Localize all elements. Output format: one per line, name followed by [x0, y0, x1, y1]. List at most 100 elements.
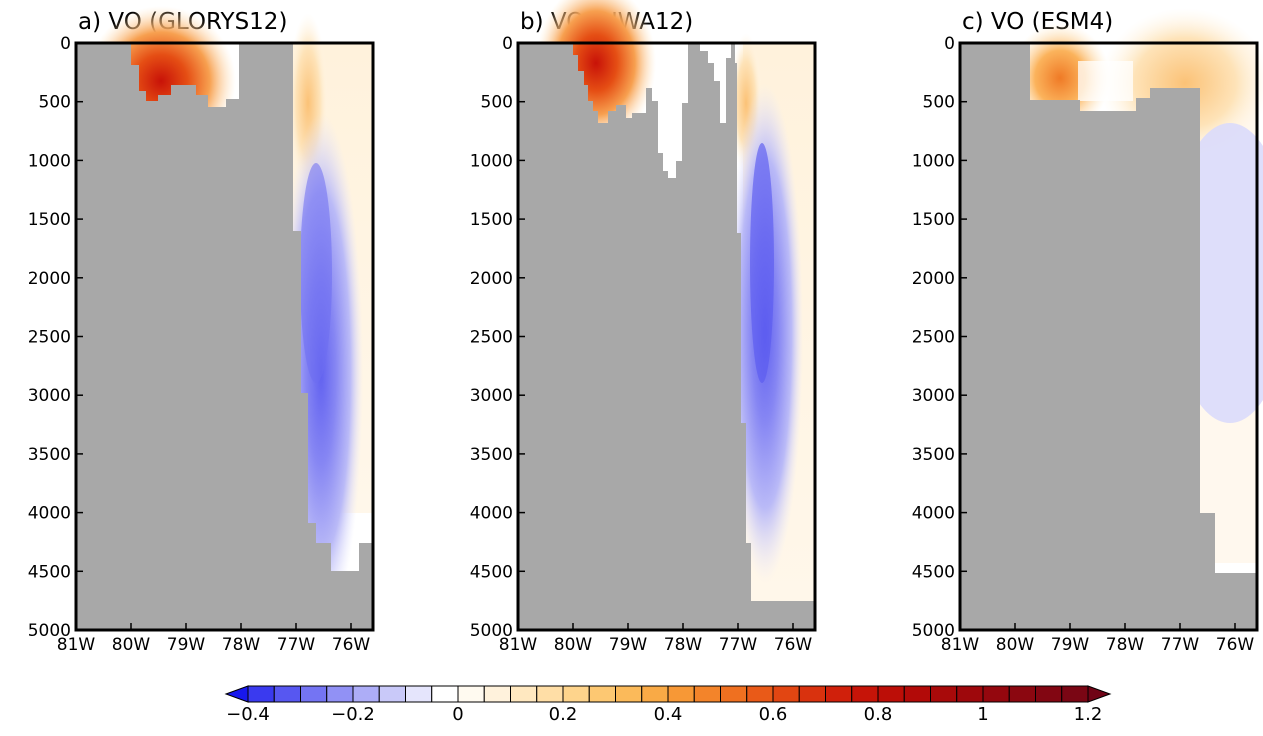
colorbar-swatch: [720, 685, 748, 703]
y-tick-label: 4500: [912, 562, 955, 582]
y-tick-label: 2000: [470, 269, 513, 289]
colorbar-swatch: [300, 685, 328, 703]
colorbar-swatch: [877, 685, 905, 703]
colorbar-swatch: [431, 685, 459, 703]
x-tick-label: 80W: [996, 635, 1035, 655]
colorbar-tick-label: 1: [977, 704, 988, 725]
land-topography: [76, 43, 373, 630]
colorbar-swatch: [536, 685, 564, 703]
y-tick-label: 4500: [28, 562, 71, 582]
y-tick-label: 4500: [470, 562, 513, 582]
southward-core-inner: [300, 163, 332, 383]
land-topography: [518, 43, 815, 630]
colorbar-tick-label: 0.6: [759, 704, 788, 725]
colorbar-swatch: [483, 685, 511, 703]
land-topography: [960, 43, 1257, 630]
panel-b-plot: [516, 0, 817, 632]
colorbar-swatch: [693, 685, 721, 703]
x-tick-label: 77W: [1161, 635, 1200, 655]
y-tick-label: 1000: [912, 151, 955, 171]
colorbar-upper-extension: [1087, 685, 1112, 703]
colorbar-swatch: [562, 685, 590, 703]
y-tick-label: 3000: [912, 386, 955, 406]
colorbar-swatch: [588, 685, 616, 703]
panel-b: b) VO (NWA12): [516, 0, 817, 632]
y-tick-label: 2000: [912, 269, 955, 289]
y-tick-label: 500: [481, 93, 513, 113]
colorbar-swatch: [510, 685, 538, 703]
y-tick-label: 4000: [912, 504, 955, 524]
colorbar-tick-label: 0.8: [864, 704, 893, 725]
colorbar-swatch: [1035, 685, 1063, 703]
x-tick-label: 79W: [609, 635, 648, 655]
colorbar-swatch: [1061, 685, 1089, 703]
y-tick-label: 4000: [470, 504, 513, 524]
colorbar-swatch: [273, 685, 301, 703]
colorbar-swatch: [825, 685, 853, 703]
gap-patch: [1078, 61, 1133, 101]
colorbar-tick-label: −0.4: [226, 704, 270, 725]
colorbar-swatch: [798, 685, 826, 703]
y-tick-label: 3500: [28, 445, 71, 465]
y-tick-label: 1000: [28, 151, 71, 171]
colorbar-lower-extension: [224, 685, 249, 703]
y-tick-label: 1500: [28, 210, 71, 230]
colorbar-swatch: [667, 685, 695, 703]
x-tick-label: 81W: [57, 635, 96, 655]
colorbar-swatch: [641, 685, 669, 703]
southward-core-inner: [750, 143, 774, 383]
y-tick-label: 1500: [912, 210, 955, 230]
x-tick-label: 80W: [112, 635, 151, 655]
y-tick-label: 500: [923, 93, 955, 113]
y-tick-label: 2000: [28, 269, 71, 289]
y-tick-label: 0: [60, 34, 71, 54]
y-tick-label: 2500: [28, 328, 71, 348]
x-tick-label: 80W: [554, 635, 593, 655]
colorbar-swatch: [982, 685, 1010, 703]
colorbar-swatch: [326, 685, 354, 703]
y-tick-label: 5000: [912, 621, 955, 641]
y-tick-label: 1000: [470, 151, 513, 171]
colorbar-swatch: [247, 685, 275, 703]
colorbar-tick-label: 1.2: [1074, 704, 1103, 725]
y-tick-label: 500: [39, 93, 71, 113]
x-tick-label: 77W: [719, 635, 758, 655]
y-tick-label: 2500: [912, 328, 955, 348]
x-tick-label: 81W: [499, 635, 538, 655]
colorbar-swatch: [615, 685, 643, 703]
panel-a: a) VO (GLORYS12): [74, 6, 375, 633]
y-tick-label: 1500: [470, 210, 513, 230]
colorbar-swatch: [457, 685, 485, 703]
x-tick-label: 78W: [664, 635, 703, 655]
colorbar-swatch: [772, 685, 800, 703]
y-tick-label: 4000: [28, 504, 71, 524]
x-tick-label: 79W: [1051, 635, 1090, 655]
panel-c-plot: [958, 8, 1263, 632]
x-tick-label: 76W: [774, 635, 813, 655]
colorbar-tick-label: 0.2: [549, 704, 578, 725]
colorbar-swatch: [851, 685, 879, 703]
colorbar-swatch: [352, 685, 380, 703]
y-tick-label: 5000: [28, 621, 71, 641]
panel-b-axes: 0 500 1000 1500 2000 2500 3000 3500 4000 4500 5000…: [470, 34, 813, 655]
x-tick-label: 78W: [222, 635, 261, 655]
colorbar-swatch: [1008, 685, 1036, 703]
x-tick-label: 76W: [1216, 635, 1255, 655]
colorbar-swatch: [378, 685, 406, 703]
panel-a-plot: [74, 6, 375, 633]
y-tick-label: 2500: [470, 328, 513, 348]
colorbar-swatch: [405, 685, 433, 703]
colorbar: −0.4 −0.2 0 0.2 0.4 0.6 0.8 1 1.2: [224, 685, 1112, 725]
x-tick-label: 78W: [1106, 635, 1145, 655]
colorbar-swatch: [956, 685, 984, 703]
colorbar-tick-label: 0.4: [654, 704, 683, 725]
y-tick-label: 3500: [470, 445, 513, 465]
y-tick-label: 0: [944, 34, 955, 54]
y-tick-label: 3000: [28, 386, 71, 406]
colorbar-swatch: [930, 685, 958, 703]
colorbar-swatch: [903, 685, 931, 703]
colorbar-tick-label: −0.2: [331, 704, 375, 725]
panel-c-axes: 0 500 1000 1500 2000 2500 3000 3500 4000 4500 5000…: [912, 34, 1255, 655]
colorbar-tick-label: 0: [452, 704, 463, 725]
